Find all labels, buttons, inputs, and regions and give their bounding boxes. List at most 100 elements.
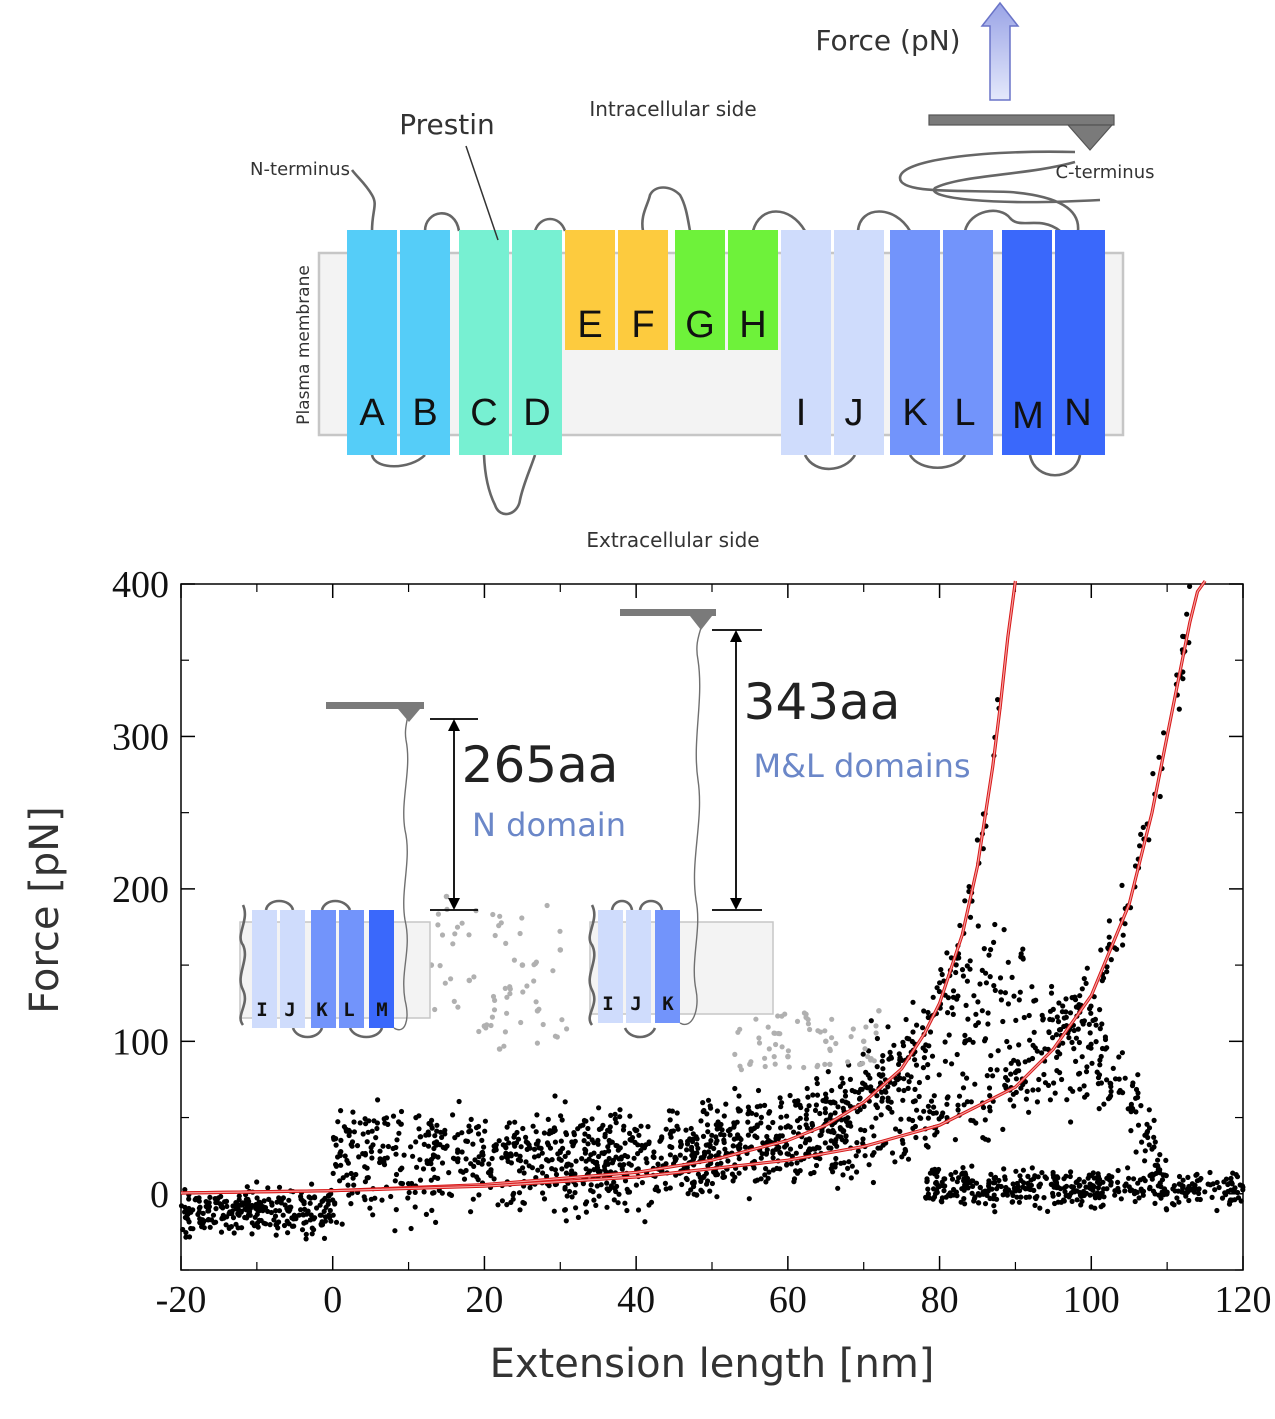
data-point <box>651 1154 657 1160</box>
data-point <box>871 1150 877 1156</box>
data-point <box>594 1159 600 1165</box>
data-point <box>1170 1186 1176 1192</box>
data-point <box>253 1205 259 1211</box>
data-point <box>464 1138 471 1144</box>
excluded-data-point <box>503 940 509 947</box>
excluded-data-point <box>507 991 513 997</box>
data-point <box>822 1110 829 1116</box>
data-point <box>482 1118 488 1124</box>
data-point <box>873 1115 879 1121</box>
data-point <box>586 1156 592 1162</box>
excluded-data-point <box>775 1013 781 1019</box>
data-point <box>812 1146 818 1152</box>
data-point <box>1140 824 1146 831</box>
data-point <box>662 1180 669 1186</box>
data-point <box>783 1124 789 1130</box>
data-point <box>716 1150 722 1156</box>
data-point <box>651 1149 657 1155</box>
data-point <box>888 1099 894 1105</box>
data-point <box>925 1009 931 1016</box>
data-point <box>1026 1057 1032 1063</box>
data-point <box>987 1108 993 1114</box>
data-point <box>854 1140 860 1146</box>
data-point <box>796 1102 802 1108</box>
excluded-data-point <box>531 962 537 968</box>
data-point <box>333 1142 339 1148</box>
data-point <box>713 1140 719 1146</box>
data-point <box>704 1122 711 1128</box>
data-point <box>535 1167 541 1173</box>
data-point <box>896 1061 902 1067</box>
data-point <box>1016 1199 1023 1205</box>
excluded-data-point <box>801 1064 807 1071</box>
excluded-data-point <box>801 1010 808 1016</box>
data-point <box>988 1053 994 1059</box>
data-point <box>1171 1202 1177 1208</box>
data-point <box>991 939 997 946</box>
data-point <box>925 1074 931 1081</box>
data-point <box>438 1129 444 1135</box>
data-point <box>627 1130 633 1136</box>
excluded-data-point <box>502 1029 508 1035</box>
prestin-pointer-line <box>465 145 499 241</box>
data-point <box>975 999 981 1005</box>
data-point <box>1140 1175 1147 1181</box>
data-point <box>840 1172 846 1178</box>
data-point <box>1050 1035 1056 1041</box>
data-point <box>1096 1106 1102 1112</box>
data-point <box>1002 990 1009 996</box>
data-point <box>1095 1173 1102 1180</box>
data-point <box>813 1162 820 1169</box>
data-point <box>573 1205 579 1211</box>
data-point <box>1033 1195 1039 1202</box>
data-point <box>970 1178 976 1184</box>
data-point <box>928 1098 935 1104</box>
excluded-data-point <box>827 1061 833 1067</box>
data-point <box>638 1147 644 1154</box>
data-point <box>506 1140 512 1146</box>
data-point <box>804 1125 811 1131</box>
data-point <box>984 1073 990 1079</box>
data-point <box>1205 1181 1211 1187</box>
data-point <box>708 1138 714 1144</box>
data-point <box>736 1093 742 1099</box>
excluded-data-point <box>564 1026 570 1032</box>
data-point <box>988 1066 994 1073</box>
data-point <box>954 996 960 1002</box>
data-point <box>921 1008 927 1014</box>
data-point <box>615 1200 621 1206</box>
inset-n-domain: I J K L M 265aa N domain <box>239 702 626 1039</box>
data-point <box>912 1057 918 1063</box>
excluded-data-point <box>533 999 539 1005</box>
data-point <box>842 1093 849 1099</box>
data-point <box>667 1152 674 1158</box>
intracellular-label: Intracellular side <box>589 97 756 121</box>
data-point <box>377 1159 383 1166</box>
data-point <box>698 1178 704 1184</box>
data-point <box>1040 1016 1046 1022</box>
data-point <box>951 1186 957 1193</box>
data-point <box>737 1141 743 1147</box>
data-point <box>608 1112 614 1118</box>
data-point <box>1146 1142 1152 1148</box>
data-point <box>988 947 994 953</box>
data-point <box>1176 706 1182 712</box>
data-point <box>1122 1075 1128 1081</box>
data-point <box>927 1109 933 1115</box>
data-point <box>690 1131 696 1137</box>
data-point <box>1150 771 1156 777</box>
data-point <box>611 1179 617 1185</box>
data-point <box>1058 1186 1064 1192</box>
data-point <box>1101 1101 1107 1107</box>
helix-I-bar <box>781 230 831 455</box>
helix-E: E <box>565 230 615 350</box>
data-point <box>931 1093 937 1099</box>
data-point <box>1073 1058 1079 1064</box>
data-point <box>920 1045 926 1051</box>
helix-M-label: M <box>1012 395 1044 437</box>
data-point <box>957 922 963 929</box>
data-point <box>1187 583 1193 590</box>
data-point <box>601 1163 608 1170</box>
helix-H: H <box>728 230 778 350</box>
data-point <box>974 837 981 843</box>
